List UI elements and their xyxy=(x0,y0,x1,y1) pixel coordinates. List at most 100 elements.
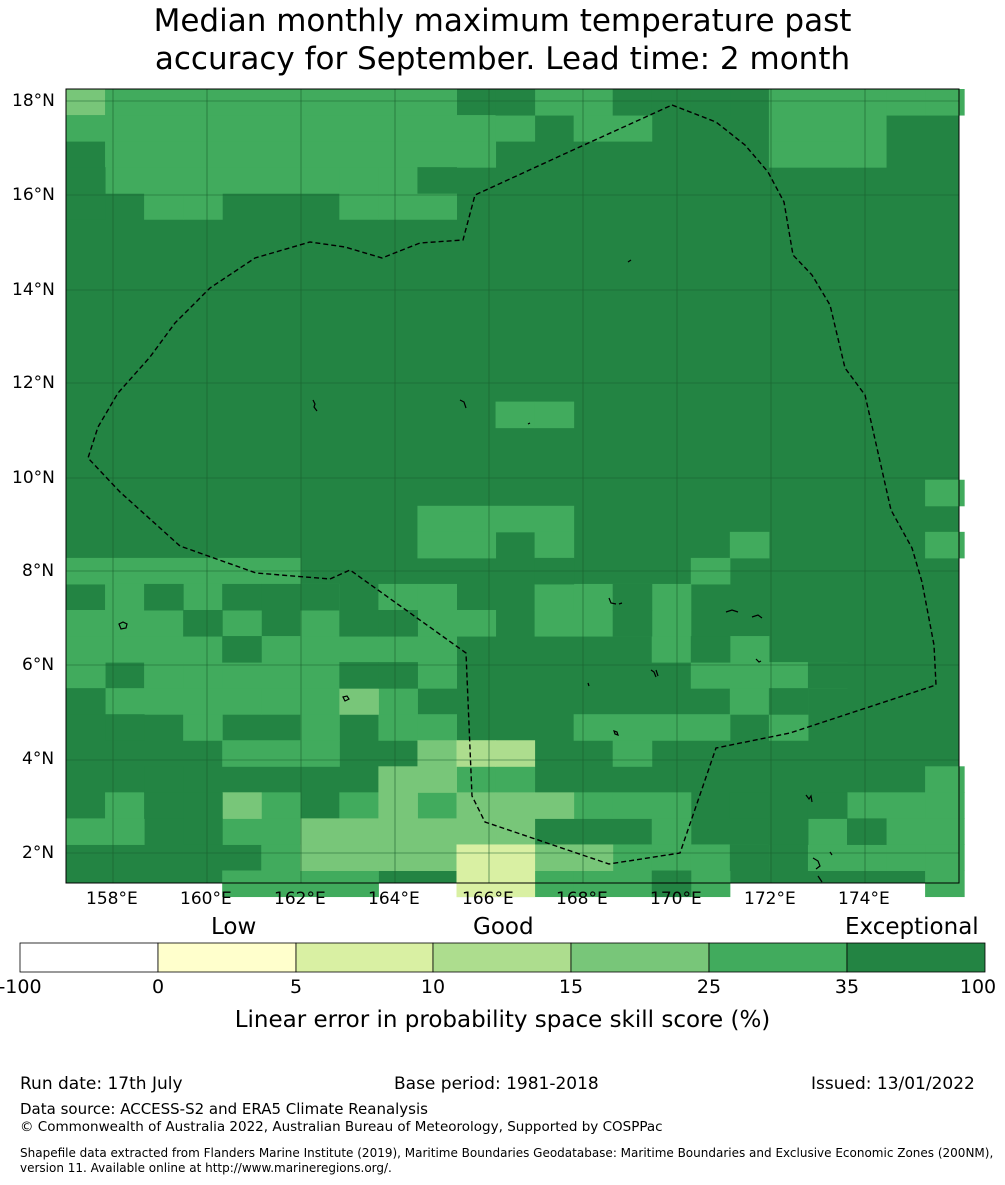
lon-label: 172°E xyxy=(744,889,796,909)
grid-cell xyxy=(105,167,340,194)
grid-cell xyxy=(378,662,418,689)
grid-cell xyxy=(534,583,575,611)
lon-label: 160°E xyxy=(180,889,232,909)
island-outline xyxy=(725,609,763,619)
grid-cell xyxy=(768,89,848,142)
colorbar-tick: 15 xyxy=(558,976,584,998)
colorbar-segment xyxy=(432,942,572,973)
island-outline xyxy=(312,399,318,412)
copyright-notice: © Commonwealth of Australia 2022, Austra… xyxy=(20,1119,663,1135)
grid-cell xyxy=(495,740,536,767)
grid-cell xyxy=(768,818,809,845)
grid-cell xyxy=(925,89,965,116)
island-outlines xyxy=(118,259,833,883)
grid-cell xyxy=(925,766,965,793)
grid-cell xyxy=(925,792,965,819)
grid-cell xyxy=(105,89,458,116)
map-frame xyxy=(65,88,960,884)
island-outline xyxy=(459,399,467,409)
grid-cell xyxy=(417,167,457,194)
grid-cell xyxy=(495,89,536,116)
grid-cell xyxy=(534,844,614,871)
grid-cell xyxy=(925,479,965,507)
island-outline xyxy=(812,857,821,870)
lon-label: 164°E xyxy=(368,889,420,909)
lat-label: 14°N xyxy=(12,280,55,300)
lon-label: 168°E xyxy=(556,889,608,909)
grid-cell xyxy=(66,818,145,845)
grid-cell xyxy=(222,636,262,663)
grid-cell xyxy=(144,662,184,689)
grid-cell xyxy=(456,766,497,793)
grid-cell xyxy=(339,688,379,715)
grid-cell xyxy=(66,89,106,116)
grid-cell xyxy=(417,531,497,559)
colorbar xyxy=(19,942,986,973)
grid-cell xyxy=(651,870,692,898)
grid-cell xyxy=(456,792,497,845)
grid-cell xyxy=(534,401,575,429)
grid-cell xyxy=(612,610,653,637)
grid-cell xyxy=(66,610,262,637)
grid-cell xyxy=(456,844,536,871)
grid-cell xyxy=(768,688,809,715)
grid-cell xyxy=(573,714,731,741)
grid-cell xyxy=(807,792,848,819)
grid-cell xyxy=(339,167,379,194)
colorbar-good-label: Good xyxy=(473,914,534,940)
grid-cell xyxy=(847,818,887,845)
lat-label: 8°N xyxy=(22,561,55,581)
grid-cell xyxy=(300,740,340,767)
grid-cell xyxy=(729,531,770,559)
colorbar-tick: -100 xyxy=(0,976,42,998)
grid-cell xyxy=(495,115,536,142)
colorbar-segment xyxy=(708,942,848,973)
grid-cell xyxy=(222,870,379,898)
lat-label: 6°N xyxy=(22,655,55,675)
grid-cell xyxy=(183,193,223,220)
grid-cell xyxy=(573,115,653,142)
grid-cell xyxy=(456,740,497,767)
grid-cell xyxy=(378,714,418,741)
eez-boundary xyxy=(87,104,937,865)
grid-cell xyxy=(925,531,965,559)
grid-cell xyxy=(612,792,692,819)
colorbar-segment xyxy=(570,942,710,973)
grid-cell xyxy=(534,89,614,116)
lat-label: 2°N xyxy=(22,843,55,863)
grid-cell xyxy=(378,583,418,611)
grid-cell xyxy=(66,167,106,194)
colorbar-tick: 25 xyxy=(696,976,722,998)
grid-cell xyxy=(66,115,497,142)
grid-cell xyxy=(729,844,770,871)
colorbar-tick: 10 xyxy=(420,976,446,998)
lon-label: 158°E xyxy=(86,889,138,909)
grid-cell xyxy=(456,870,536,898)
island-outline xyxy=(342,695,350,702)
grid-cell xyxy=(66,688,106,715)
island-outline xyxy=(805,794,813,803)
grid-cell xyxy=(183,818,223,845)
grid-cell xyxy=(183,610,223,637)
grid-cell xyxy=(105,688,262,715)
grid-cell xyxy=(651,636,692,663)
grid-cell xyxy=(417,505,575,533)
island-outline xyxy=(829,851,833,856)
lon-label: 170°E xyxy=(650,889,702,909)
grid-cell xyxy=(925,870,965,898)
lon-label: 174°E xyxy=(838,889,890,909)
issued-date: Issued: 13/01/2022 xyxy=(811,1074,975,1094)
island-outline xyxy=(650,669,659,678)
grid-cell xyxy=(612,740,653,767)
grid-cell xyxy=(417,714,457,741)
colorbar-tick: 35 xyxy=(834,976,860,998)
grid-cell xyxy=(300,844,379,871)
island-outline xyxy=(527,422,531,425)
grid-cell xyxy=(144,193,184,220)
island-outline xyxy=(613,730,619,736)
lon-label: 162°E xyxy=(274,889,326,909)
grid-cell xyxy=(105,792,145,819)
grid-cell xyxy=(144,766,184,793)
colorbar-segment xyxy=(19,942,159,973)
